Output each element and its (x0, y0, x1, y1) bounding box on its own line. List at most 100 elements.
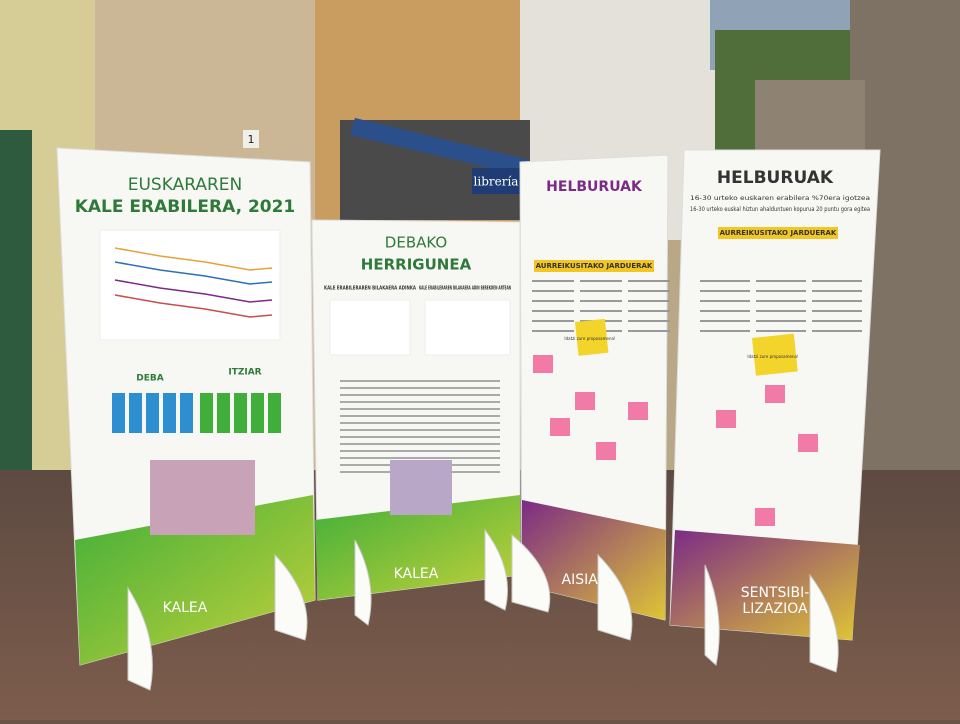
text-line (340, 394, 500, 396)
sticky-note (628, 402, 648, 420)
bar-shape (268, 393, 281, 433)
sticky-note-text: Idatzi zure proposamena! (564, 336, 615, 341)
text-line (340, 401, 500, 403)
shop-sign (472, 168, 520, 194)
section-heading: AURREIKUSITAKO JARDUERAK (536, 262, 653, 270)
sticky-note (596, 442, 616, 460)
shop-sign-text: librería (474, 175, 519, 189)
panel-footer-band (522, 500, 666, 620)
bar-shape (251, 393, 264, 433)
sticky-note (533, 355, 553, 373)
text-line (340, 380, 500, 382)
awning (350, 118, 530, 175)
trend-line (114, 261, 273, 285)
panel-stand (704, 564, 720, 666)
goal-text: 16-30 urteko euskaren erabilera %70era i… (690, 195, 870, 202)
sticky-note (716, 410, 736, 428)
text-line (532, 300, 574, 302)
panel-title: DEBAKO (385, 234, 447, 252)
text-line (812, 330, 862, 332)
line-chart-area (99, 229, 281, 341)
door (0, 130, 32, 480)
text-line (700, 300, 750, 302)
panel-stand (354, 539, 372, 626)
text-line (756, 290, 806, 292)
section-heading: AURREIKUSITAKO JARDUERAK (720, 229, 837, 237)
bar-shape (163, 393, 176, 433)
panel-title: HERRIGUNEA (361, 256, 472, 274)
panel-footer: KALEA (394, 566, 439, 582)
text-line (340, 415, 500, 417)
text-line (628, 300, 670, 302)
bar-shape (234, 393, 247, 433)
panel-stand (484, 528, 508, 611)
sticky-note (575, 318, 609, 356)
text-line (532, 310, 574, 312)
text-line (700, 330, 750, 332)
panel-stand (597, 553, 633, 641)
panel-stand (809, 573, 839, 673)
text-line (628, 280, 670, 282)
text-line (812, 310, 862, 312)
illustration (150, 460, 255, 535)
text-line (628, 290, 670, 292)
panel-title: KALE ERABILERA, 2021 (75, 197, 296, 217)
door-number: 1 (248, 133, 255, 146)
sticky-note (755, 508, 775, 526)
text-line (340, 443, 500, 445)
text-line (340, 422, 500, 424)
sticky-note (752, 333, 798, 376)
bar-shape (217, 393, 230, 433)
panel-footer: KALEA (163, 600, 208, 616)
panel-footer: SENTSIBI- (741, 585, 810, 601)
bar-shape (112, 393, 125, 433)
text-line (756, 310, 806, 312)
section-banner (718, 227, 838, 239)
chart-area (329, 299, 411, 356)
text-line (532, 330, 574, 332)
text-line (812, 320, 862, 322)
text-line (532, 290, 574, 292)
text-line (700, 320, 750, 322)
section-heading: KALE ERABILERAREN BILAKAERA ADINKA (324, 286, 416, 292)
text-line (532, 320, 574, 322)
text-line (756, 300, 806, 302)
section-heading: KALE ERABILERAREN BILAKAERA ADIN BEREKOE… (419, 286, 511, 292)
text-line (340, 429, 500, 431)
text-line (580, 310, 622, 312)
text-line (700, 310, 750, 312)
section-heading: DEBA (136, 374, 163, 384)
door-plate (243, 130, 259, 148)
text-line (628, 330, 670, 332)
panel-footer: LIZAZIOA (742, 601, 808, 617)
panel-stand (274, 553, 308, 641)
illustration (390, 460, 452, 515)
section-banner (534, 260, 654, 272)
text-line (628, 310, 670, 312)
sticky-note (550, 418, 570, 436)
sticky-note (765, 385, 785, 403)
section-heading: ITZIAR (228, 368, 261, 378)
text-line (812, 280, 862, 282)
text-line (700, 280, 750, 282)
text-line (580, 280, 622, 282)
text-line (700, 290, 750, 292)
text-line (628, 320, 670, 322)
text-line (812, 290, 862, 292)
text-line (580, 300, 622, 302)
text-line (756, 320, 806, 322)
bar-shape (200, 393, 213, 433)
panel-title: HELBURUAK (546, 179, 643, 195)
trend-line (114, 247, 273, 271)
text-line (532, 280, 574, 282)
text-line (580, 290, 622, 292)
goal-text: 16-30 urteko euskal hiztun ahalduntuen k… (690, 206, 870, 213)
bar-shape (146, 393, 159, 433)
panel-title: EUSKARAREN (128, 175, 242, 195)
panel-stand (511, 533, 551, 613)
text-line (340, 387, 500, 389)
trend-line (114, 279, 273, 303)
